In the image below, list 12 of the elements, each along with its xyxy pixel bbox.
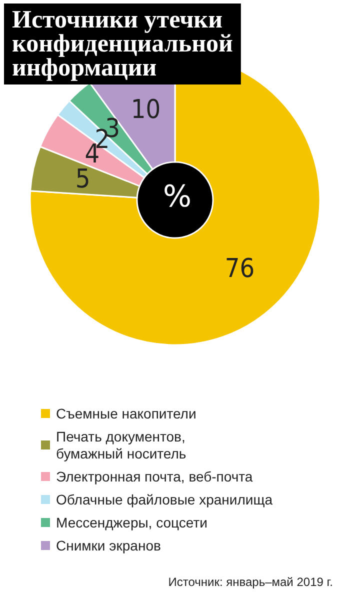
legend-label: Электронная почта, веб-почта	[56, 468, 253, 484]
legend-label: Облачные файловые хранилища	[56, 492, 273, 508]
legend-label: Снимки экранов	[56, 538, 161, 554]
data-label: 76	[224, 254, 255, 284]
data-label: 3	[105, 114, 120, 144]
data-label: 10	[130, 95, 161, 126]
text: %	[163, 180, 192, 214]
chart-title: Источники утечки конфиденциальной информации	[12, 6, 233, 82]
legend-label: Мессенджеры, соцсети	[56, 514, 208, 530]
text: Источник: январь–май 2019 г.	[168, 575, 334, 589]
legend-label: Печать документов, бумажный носитель	[56, 428, 186, 462]
legend-label: Съемные накопители	[56, 406, 196, 422]
